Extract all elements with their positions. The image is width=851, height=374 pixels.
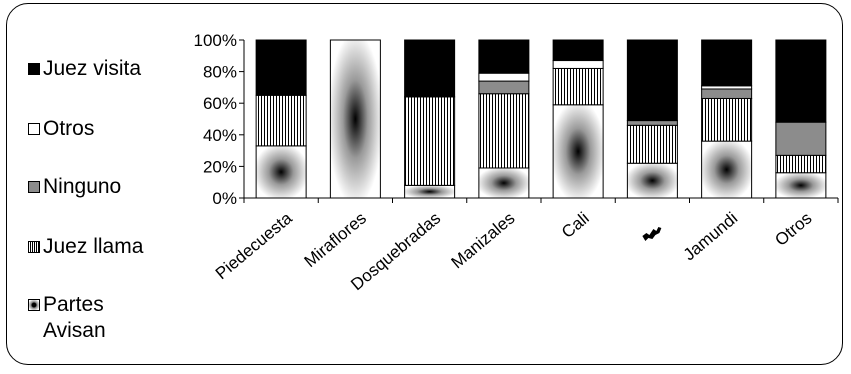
legend-item-otros: Otros bbox=[28, 116, 94, 142]
x-tick-label: Otros bbox=[771, 209, 815, 250]
y-tick-label: 80% bbox=[203, 63, 237, 82]
legend-item-juez-llama: Juez llama bbox=[28, 234, 143, 260]
legend-swatch-juez-llama bbox=[28, 241, 40, 253]
y-tick-label: 100% bbox=[194, 31, 237, 50]
legend-label-ninguno: Ninguno bbox=[43, 175, 122, 198]
bar-segment-partes-avisan bbox=[701, 140, 753, 199]
bar-segment-otros bbox=[329, 39, 381, 199]
legend-swatch-partes-avisan bbox=[28, 299, 40, 311]
legend-item-juez-visita: Juez visita bbox=[28, 56, 141, 82]
legend-label-partes-avisan: Partes Avisan bbox=[43, 293, 106, 342]
bar-segment-juez-llama bbox=[775, 154, 827, 174]
garbled-category-glyph bbox=[642, 227, 662, 241]
bar-segment-juez-visita bbox=[552, 39, 604, 62]
y-tick-label: 20% bbox=[203, 157, 237, 176]
y-tick-label: 0% bbox=[212, 189, 237, 208]
bar-segment-ninguno bbox=[701, 88, 753, 99]
legend-swatch-juez-visita bbox=[28, 63, 40, 75]
x-tick-label: Cali bbox=[558, 209, 593, 242]
legend-item-partes-avisan: Partes Avisan bbox=[28, 292, 148, 344]
y-tick-label: 60% bbox=[203, 94, 237, 113]
bar-segment-juez-visita bbox=[701, 39, 753, 87]
bar-segment-partes-avisan bbox=[404, 184, 456, 199]
bar-segment-ninguno bbox=[775, 121, 827, 156]
x-tick-label: Jamundi bbox=[680, 209, 741, 265]
legend-swatch-ninguno bbox=[28, 181, 40, 193]
bar-segment-juez-visita bbox=[478, 39, 530, 74]
bar-segment-partes-avisan bbox=[552, 104, 604, 199]
legend-label-otros: Otros bbox=[43, 117, 95, 140]
legend-swatch-otros bbox=[28, 123, 40, 135]
bar-segment-juez-llama bbox=[701, 97, 753, 142]
bar-segment-partes-avisan bbox=[255, 145, 307, 199]
legend-item-ninguno: Ninguno bbox=[28, 174, 121, 200]
bar-segment-otros bbox=[552, 60, 604, 69]
bar-segment-juez-visita bbox=[775, 39, 827, 123]
bar-segment-juez-llama bbox=[626, 124, 678, 164]
bar-segment-juez-visita bbox=[626, 39, 678, 122]
legend-label-juez-visita: Juez visita bbox=[43, 57, 142, 80]
y-tick-label: 40% bbox=[203, 126, 237, 145]
bar-segment-juez-llama bbox=[478, 93, 530, 169]
x-tick-label: Manizales bbox=[448, 209, 519, 273]
bar-segment-partes-avisan bbox=[626, 162, 678, 199]
bar-segment-otros bbox=[478, 72, 530, 82]
bar-segment-juez-llama bbox=[404, 96, 456, 186]
bar-segment-juez-visita bbox=[255, 39, 307, 96]
bar-segment-juez-visita bbox=[404, 39, 456, 98]
bar-segment-juez-llama bbox=[552, 67, 604, 106]
x-tick-label: Piedecuesta bbox=[212, 208, 296, 283]
legend-label-juez-llama: Juez llama bbox=[43, 235, 144, 258]
bar-segment-ninguno bbox=[478, 80, 530, 95]
bar-segment-ninguno bbox=[626, 120, 678, 126]
bar-segment-juez-llama bbox=[255, 94, 307, 147]
bar-segment-partes-avisan bbox=[775, 172, 827, 199]
bar-segment-partes-avisan bbox=[478, 167, 530, 199]
x-tick-label: Miraflores bbox=[301, 209, 370, 272]
